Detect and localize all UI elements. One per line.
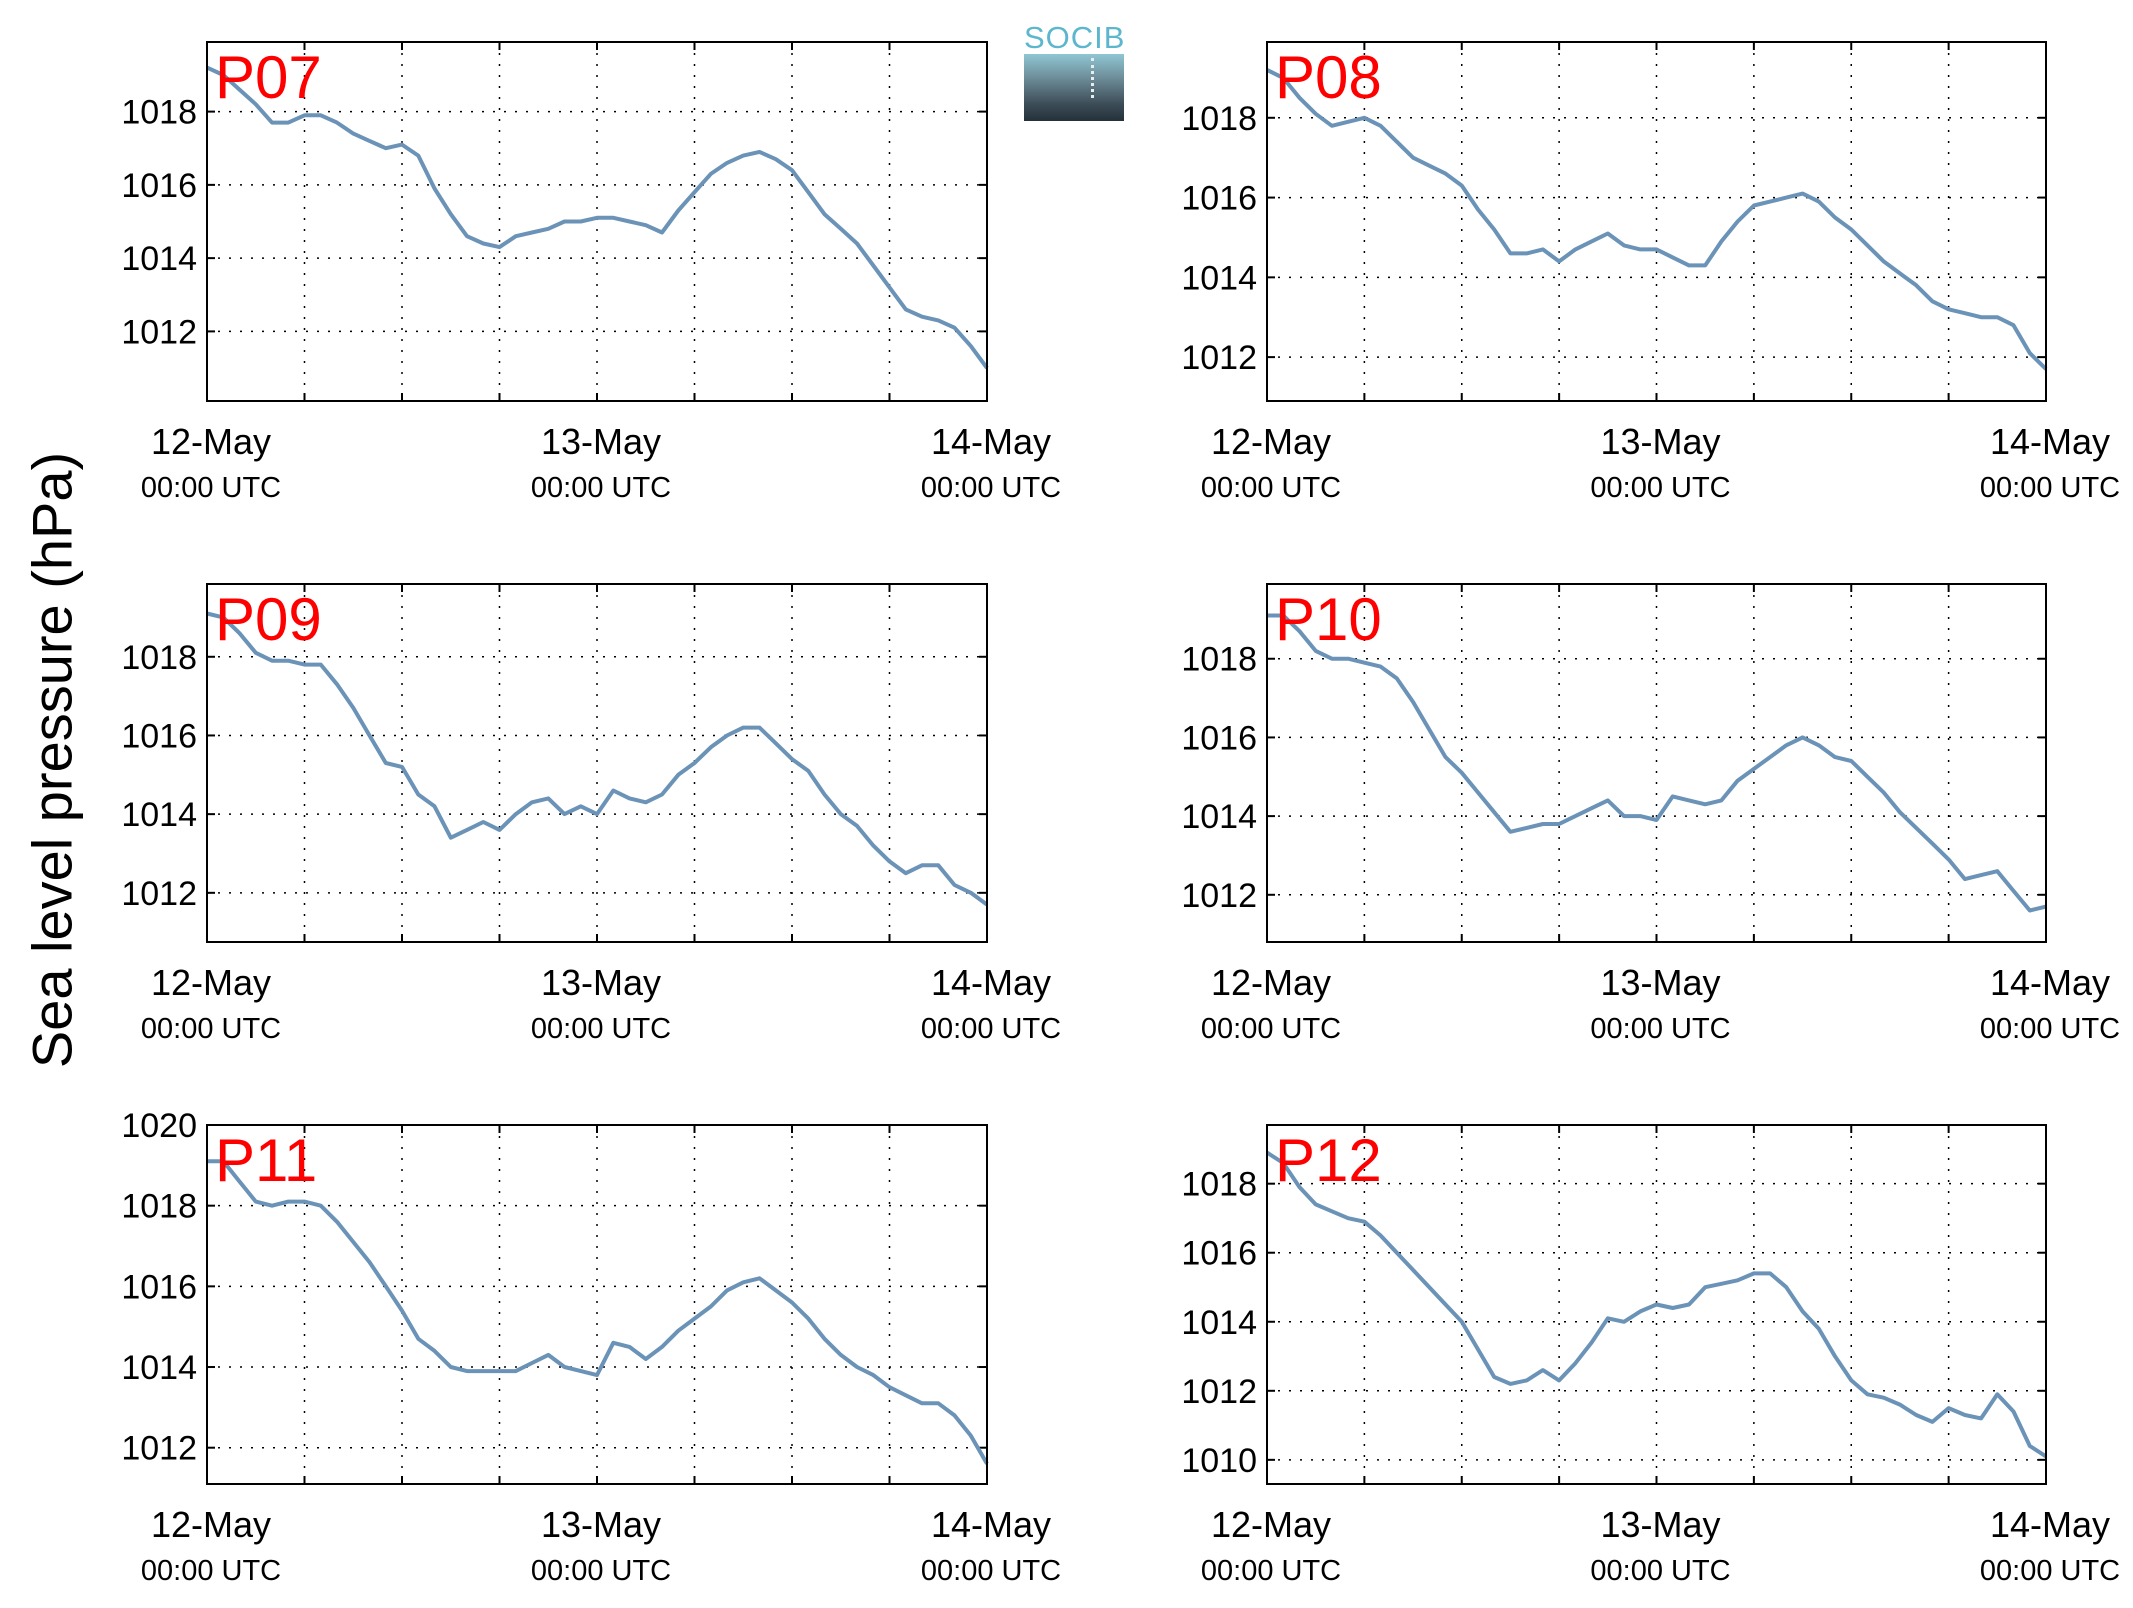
x-tick-label-time: 00:00 UTC bbox=[141, 1013, 281, 1045]
x-tick-label-time: 00:00 UTC bbox=[531, 472, 671, 504]
x-tick-label-time: 00:00 UTC bbox=[921, 1555, 1061, 1587]
y-tick-label: 1018 bbox=[1181, 100, 1257, 138]
x-tick-label-date: 14-May bbox=[931, 1504, 1051, 1545]
x-tick-label-time: 00:00 UTC bbox=[1980, 1013, 2120, 1045]
pressure-series-line bbox=[1265, 1150, 2048, 1459]
panel-label: P09 bbox=[215, 586, 322, 653]
axes-frame bbox=[1266, 41, 2047, 402]
x-tick-label-date: 14-May bbox=[1990, 962, 2110, 1003]
x-tick-label-date: 12-May bbox=[1211, 421, 1331, 462]
x-tick-label-date: 13-May bbox=[1600, 962, 1720, 1003]
x-tick-label-time: 00:00 UTC bbox=[1980, 472, 2120, 504]
y-tick-label: 1018 bbox=[121, 1188, 197, 1226]
x-tick-label-date: 13-May bbox=[1600, 1504, 1720, 1545]
y-tick-label: 1020 bbox=[121, 1107, 197, 1145]
pressure-series-line bbox=[207, 1159, 989, 1465]
x-tick-label-date: 12-May bbox=[151, 1504, 271, 1545]
x-tick-label-time: 00:00 UTC bbox=[1201, 1555, 1341, 1587]
x-tick-label-date: 12-May bbox=[151, 962, 271, 1003]
y-tick-label: 1018 bbox=[1181, 641, 1257, 679]
y-tick-label: 1014 bbox=[121, 796, 197, 834]
panel-p12: 1010 1012 1014 1016 1018 12-May 00:00 UTC 13-Ma… bbox=[1181, 1124, 2120, 1587]
y-tick-label: 1010 bbox=[1181, 1442, 1257, 1480]
panel-label: P11 bbox=[215, 1127, 317, 1194]
y-tick-label: 1016 bbox=[121, 1268, 197, 1306]
x-tick-label-time: 00:00 UTC bbox=[141, 1555, 281, 1587]
y-tick-label: 1012 bbox=[1181, 339, 1257, 377]
socib-logo: SOCIB bbox=[1024, 20, 1124, 121]
y-tick-label: 1014 bbox=[1181, 259, 1257, 297]
panel-p07: 1012 1014 1016 1018 12-May 00:00 UTC 13-May 00:… bbox=[121, 41, 1061, 504]
y-tick-label: 1012 bbox=[1181, 877, 1257, 915]
pressure-series-line bbox=[206, 65, 989, 370]
x-tick-label-time: 00:00 UTC bbox=[141, 472, 281, 504]
y-tick-label: 1014 bbox=[1181, 1304, 1257, 1342]
y-tick-label: 1018 bbox=[121, 639, 197, 677]
panel-label: P07 bbox=[215, 44, 322, 111]
y-tick-label: 1014 bbox=[1181, 798, 1257, 836]
y-tick-label: 1012 bbox=[121, 875, 197, 913]
x-tick-label-time: 00:00 UTC bbox=[1590, 472, 1730, 504]
pressure-series-line bbox=[206, 611, 989, 907]
axes-frame bbox=[1266, 1124, 2047, 1485]
y-tick-label: 1016 bbox=[121, 717, 197, 755]
panel-label: P12 bbox=[1275, 1127, 1382, 1194]
y-tick-label: 1016 bbox=[1181, 719, 1257, 757]
y-tick-label: 1016 bbox=[1181, 1235, 1257, 1273]
x-tick-label-date: 14-May bbox=[931, 421, 1051, 462]
y-tick-label: 1016 bbox=[1181, 180, 1257, 218]
x-tick-label-date: 13-May bbox=[1600, 421, 1720, 462]
logo-post-graphic bbox=[1091, 58, 1094, 98]
axes-frame bbox=[1266, 583, 2047, 943]
x-tick-label-date: 13-May bbox=[541, 962, 661, 1003]
x-tick-label-time: 00:00 UTC bbox=[1980, 1555, 2120, 1587]
panel-label: P10 bbox=[1275, 586, 1382, 653]
y-tick-label: 1012 bbox=[121, 1430, 197, 1468]
x-tick-label-time: 00:00 UTC bbox=[921, 472, 1061, 504]
x-tick-label-time: 00:00 UTC bbox=[531, 1555, 671, 1587]
panel-p09: 1012 1014 1016 1018 12-May 00:00 UTC 13-May 00:… bbox=[121, 583, 1061, 1045]
axes-frame bbox=[206, 1124, 988, 1485]
x-tick-label-date: 14-May bbox=[1990, 421, 2110, 462]
logo-text: SOCIB bbox=[1024, 20, 1126, 55]
y-tick-label: 1016 bbox=[121, 167, 197, 205]
panel-p11: 1012 1014 1016 1018 1020 12-May 00:00 UTC 13-Ma… bbox=[121, 1107, 1061, 1587]
y-axis-label-text: Sea level pressure (hPa) bbox=[20, 451, 84, 1069]
panel-label: P08 bbox=[1275, 44, 1382, 111]
x-tick-label-time: 00:00 UTC bbox=[1201, 472, 1341, 504]
pressure-series-line bbox=[1266, 68, 2048, 371]
y-tick-label: 1014 bbox=[121, 1349, 197, 1387]
y-tick-label: 1014 bbox=[121, 240, 197, 278]
x-tick-label-date: 13-May bbox=[541, 1504, 661, 1545]
x-tick-label-time: 00:00 UTC bbox=[1590, 1013, 1730, 1045]
y-tick-label: 1018 bbox=[121, 94, 197, 132]
y-tick-label: 1012 bbox=[121, 313, 197, 351]
y-tick-label: 1018 bbox=[1181, 1166, 1257, 1204]
x-tick-label-date: 14-May bbox=[931, 962, 1051, 1003]
x-tick-label-date: 14-May bbox=[1990, 1504, 2110, 1545]
x-tick-label-date: 12-May bbox=[1211, 962, 1331, 1003]
logo-water-graphic bbox=[1024, 54, 1124, 121]
x-tick-label-date: 12-May bbox=[151, 421, 271, 462]
x-tick-label-date: 12-May bbox=[1211, 1504, 1331, 1545]
x-tick-label-date: 13-May bbox=[541, 421, 661, 462]
y-tick-label: 1012 bbox=[1181, 1373, 1257, 1411]
x-tick-label-time: 00:00 UTC bbox=[531, 1013, 671, 1045]
axes-frame bbox=[206, 41, 988, 402]
x-tick-label-time: 00:00 UTC bbox=[921, 1013, 1061, 1045]
x-tick-label-time: 00:00 UTC bbox=[1590, 1555, 1730, 1587]
panel-p10: 1012 1014 1016 1018 12-May 00:00 UTC 13-May 00:… bbox=[1181, 583, 2120, 1045]
x-tick-label-time: 00:00 UTC bbox=[1201, 1013, 1341, 1045]
pressure-series-line bbox=[1267, 613, 2047, 913]
panel-p08: 1012 1014 1016 1018 12-May 00:00 UTC 13-May 00:… bbox=[1181, 41, 2120, 504]
axes-frame bbox=[206, 583, 988, 943]
